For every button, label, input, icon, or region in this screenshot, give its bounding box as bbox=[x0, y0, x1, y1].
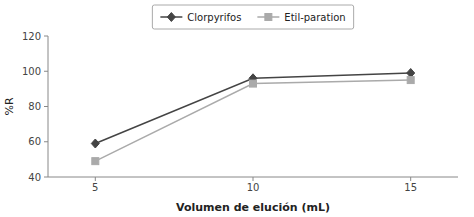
legend-item: Etil-paration bbox=[257, 12, 345, 23]
y-tick bbox=[44, 71, 48, 72]
series-line bbox=[95, 80, 410, 161]
series-line bbox=[95, 73, 410, 144]
y-tick bbox=[44, 177, 48, 178]
x-axis-label: Volumen de elución (mL) bbox=[176, 201, 330, 214]
legend-label: Clorpyrifos bbox=[187, 12, 241, 23]
legend: Clorpyrifos Etil-paration bbox=[152, 5, 353, 29]
data-point bbox=[407, 77, 414, 84]
x-tick-label: 5 bbox=[92, 182, 98, 193]
y-tick bbox=[44, 36, 48, 37]
y-tick-label: 120 bbox=[22, 31, 41, 42]
x-tick bbox=[253, 177, 254, 181]
x-tick-label: 15 bbox=[404, 182, 417, 193]
y-tick-label: 60 bbox=[28, 136, 41, 147]
legend-item: Clorpyrifos bbox=[160, 12, 241, 23]
chart-container: 5 10 15 40 60 80 100 120 Volumen de elución (mL)… bbox=[0, 0, 474, 217]
legend-marker bbox=[167, 13, 175, 22]
legend-label: Etil-paration bbox=[284, 12, 345, 23]
axes: 5 10 15 40 60 80 100 120 bbox=[22, 31, 458, 194]
x-tick bbox=[410, 177, 411, 181]
data-point bbox=[92, 158, 99, 165]
x-tick bbox=[95, 177, 96, 181]
chart-svg: 5 10 15 40 60 80 100 120 Volumen de elución (mL)… bbox=[0, 0, 474, 217]
x-tick-label: 10 bbox=[247, 182, 260, 193]
y-axis-label: %R bbox=[3, 97, 16, 115]
plot-area bbox=[91, 69, 414, 165]
data-point bbox=[250, 80, 257, 87]
y-tick bbox=[44, 141, 48, 142]
data-point bbox=[91, 139, 99, 148]
y-tick bbox=[44, 106, 48, 107]
y-tick-label: 40 bbox=[28, 172, 41, 183]
legend-marker bbox=[265, 14, 272, 21]
y-tick-label: 80 bbox=[28, 101, 41, 112]
legend-frame bbox=[152, 5, 353, 29]
y-tick-label: 100 bbox=[22, 66, 41, 77]
